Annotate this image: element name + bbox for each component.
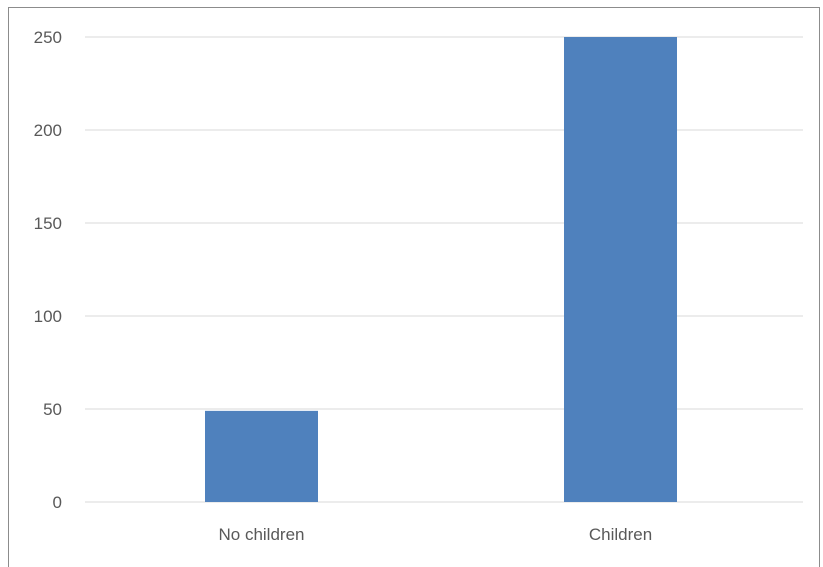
y-tick-label-250: 250 — [34, 28, 62, 47]
x-tick-label-no-children: No children — [219, 525, 305, 544]
y-tick-label-100: 100 — [34, 307, 62, 326]
y-tick-label-0: 0 — [53, 493, 62, 512]
chart-frame — [8, 7, 820, 567]
gridlines — [85, 36, 803, 503]
y-tick-label-50: 50 — [43, 400, 62, 419]
bar-children — [564, 37, 677, 502]
y-tick-label-150: 150 — [34, 214, 62, 233]
bars — [205, 37, 677, 502]
y-tick-label-200: 200 — [34, 121, 62, 140]
x-axis-ticks: No children Children — [219, 525, 653, 544]
bar-no-children — [205, 410, 318, 502]
x-tick-label-children: Children — [589, 525, 652, 544]
y-axis-ticks: 0 50 100 150 200 250 — [34, 28, 62, 512]
